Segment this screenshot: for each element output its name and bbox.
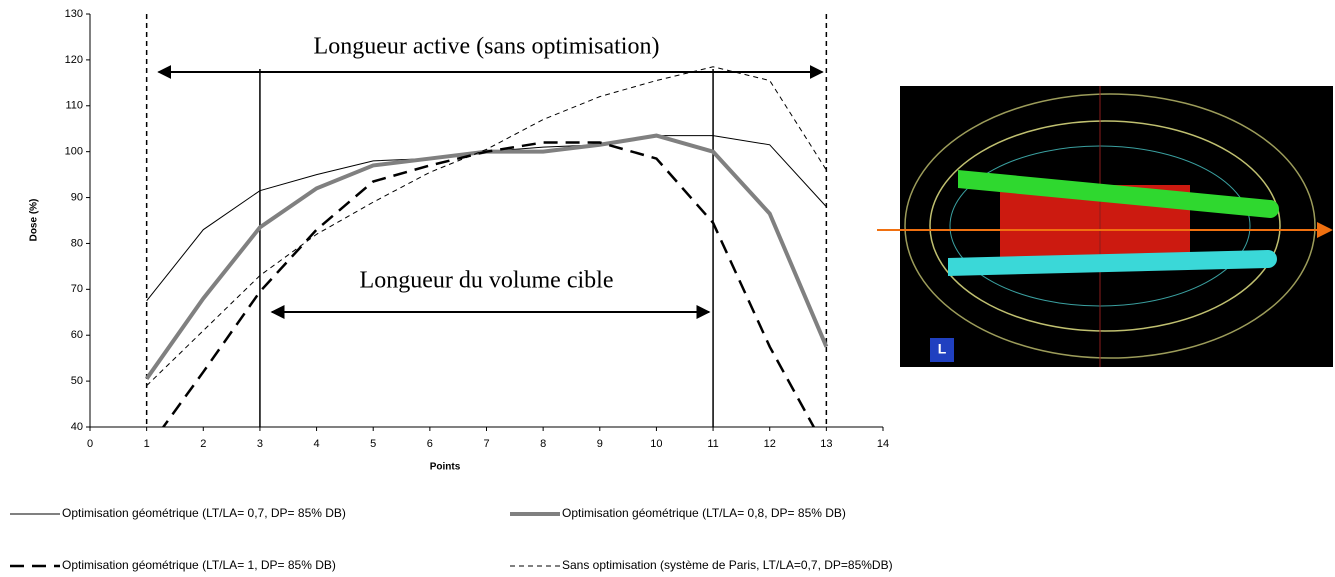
plot-lines	[145, 66, 829, 427]
series-line	[161, 141, 816, 427]
x-tick-label: 7	[483, 438, 489, 450]
legend-label: Optimisation géométrique (LT/LA= 0,7, DP…	[62, 506, 346, 520]
y-tick-label: 80	[71, 237, 83, 249]
series-line	[145, 133, 829, 380]
y-tick-label: 90	[71, 191, 83, 203]
legend-label: Sans optimisation (système de Paris, LT/…	[562, 558, 893, 572]
y-tick-label: 60	[71, 329, 83, 341]
x-tick-label: 14	[877, 438, 889, 450]
annotation-text: Longueur du volume cible	[360, 268, 614, 294]
y-tick-label: 40	[71, 421, 83, 433]
x-tick-label: 10	[650, 438, 662, 450]
x-tick-label: 9	[597, 438, 603, 450]
x-tick-label: 11	[707, 438, 718, 450]
annotation-text: Longueur active (sans optimisation)	[314, 34, 660, 60]
x-axis-label: Points	[430, 462, 461, 473]
x-tick-label: 3	[257, 438, 263, 450]
x-tick-label: 2	[200, 438, 206, 450]
x-tick-label: 5	[370, 438, 376, 450]
series-line	[146, 66, 827, 387]
y-axis-label: Dose (%)	[29, 199, 40, 242]
x-tick-label: 12	[764, 438, 776, 450]
legend-label: Optimisation géométrique (LT/LA= 0,8, DP…	[562, 506, 846, 520]
implant-image: L	[877, 86, 1333, 367]
svg-text:L: L	[938, 341, 947, 357]
y-tick-label: 110	[65, 100, 83, 112]
x-tick-label: 4	[314, 438, 320, 450]
y-tick-label: 100	[65, 146, 83, 158]
y-tick-label: 50	[71, 375, 83, 387]
x-tick-label: 6	[427, 438, 433, 450]
x-tick-label: 13	[820, 438, 832, 450]
x-tick-label: 1	[144, 438, 150, 450]
x-tick-label: 0	[87, 438, 93, 450]
y-tick-label: 70	[71, 283, 83, 295]
y-tick-label: 130	[65, 8, 83, 20]
y-tick-label: 120	[65, 54, 83, 66]
legend-label: Optimisation géométrique (LT/LA= 1, DP= …	[62, 558, 336, 572]
x-tick-label: 8	[540, 438, 546, 450]
